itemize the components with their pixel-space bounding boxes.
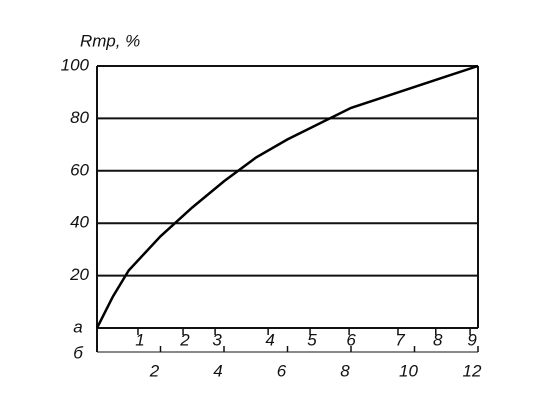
- x-tick-label: 6: [277, 361, 287, 380]
- y-axis-label: Rтр, %: [80, 31, 140, 50]
- x-tick-label: 12: [463, 361, 482, 380]
- x2-tick-label: 8: [433, 330, 443, 349]
- x2-tick-label: 9: [467, 330, 477, 349]
- x2-tick-label: 1: [135, 330, 144, 349]
- x2-tick-label: 7: [395, 330, 405, 349]
- x-tick-label: 8: [340, 361, 350, 380]
- y-tick-label: 80: [70, 108, 89, 127]
- x2-tick-label: 2: [179, 330, 190, 349]
- x2-tick-label: 5: [307, 330, 317, 349]
- x2-tick-label: 3: [212, 330, 222, 349]
- x-tick-label: 4: [213, 361, 222, 380]
- y-tick-label: 60: [70, 160, 89, 179]
- x2-axis-label: а: [73, 317, 82, 336]
- x-tick-label: 2: [149, 361, 160, 380]
- x-tick-label: 10: [399, 361, 418, 380]
- x-axis-label: б: [73, 343, 84, 362]
- y-tick-label: 20: [69, 265, 89, 284]
- x2-tick-label: 6: [346, 330, 356, 349]
- y-tick-label: 100: [61, 55, 90, 74]
- x2-tick-label: 4: [265, 330, 274, 349]
- curve: [95, 64, 479, 329]
- y-tick-label: 40: [70, 213, 89, 232]
